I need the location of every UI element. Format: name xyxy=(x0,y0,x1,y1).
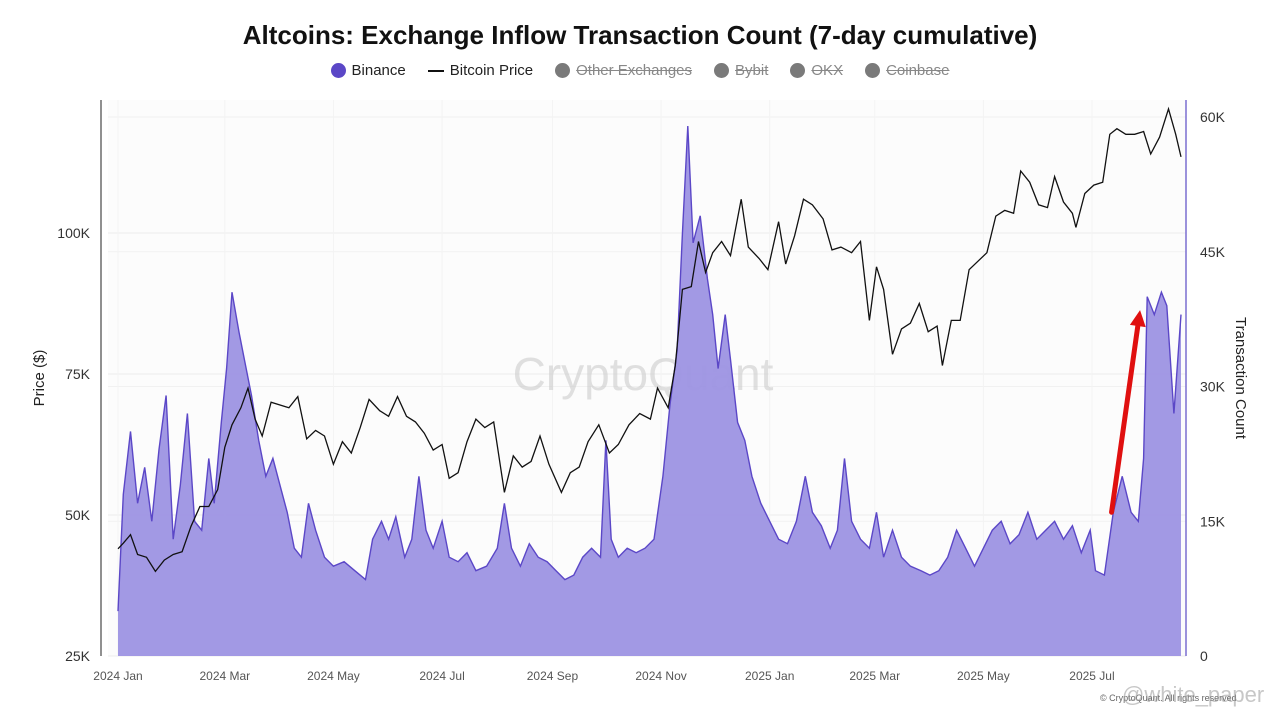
x-tick-label: 2025 Mar xyxy=(849,669,900,683)
series-binance-outline xyxy=(117,125,1182,612)
legend-swatch-binance xyxy=(330,63,346,78)
x-tick-label: 2024 Mar xyxy=(199,669,250,683)
axes: 25K 50K 75K 100K 0 15K 30K 45K 60K 2024 Jan 2024 M… xyxy=(57,109,1225,683)
x-tick-label: 2024 May xyxy=(307,669,360,683)
legend-item-bybit[interactable]: Bybit xyxy=(714,62,768,79)
legend-item-binance[interactable]: Binance xyxy=(330,62,406,79)
series-bitcoin-price-line xyxy=(117,106,1182,573)
legend-label-bybit: Bybit xyxy=(735,62,769,79)
red-arrow-head xyxy=(1129,310,1146,328)
chart-title: Altcoins: Exchange Inflow Transaction Co… xyxy=(242,20,1038,50)
x-tick-label: 2025 Jul xyxy=(1069,669,1114,683)
right-tick-label: 15K xyxy=(1200,513,1226,529)
legend-item-okx[interactable]: OKX xyxy=(790,62,843,79)
left-tick-label: 50K xyxy=(65,507,91,523)
legend-label-coinbase: Coinbase xyxy=(886,62,950,79)
legend-swatch-okx xyxy=(790,63,806,78)
right-tick-label: 30K xyxy=(1200,379,1226,395)
legend-label-other-exchanges: Other Exchanges xyxy=(576,62,693,79)
legend-label-bitcoin-price: Bitcoin Price xyxy=(449,62,534,79)
right-axis-title: Transaction Count xyxy=(1232,317,1249,440)
x-tick-label: 2024 Jul xyxy=(419,669,464,683)
copyright-credit: © CryptoQuant. All rights reserved xyxy=(1100,693,1237,703)
right-tick-label: 0 xyxy=(1200,648,1208,664)
left-tick-label: 25K xyxy=(65,648,91,664)
legend-item-bitcoin-price[interactable]: Bitcoin Price xyxy=(427,62,534,79)
x-tick-label: 2025 May xyxy=(957,669,1010,683)
left-tick-label: 75K xyxy=(65,366,91,382)
legend: Binance Bitcoin Price Other Exchanges By… xyxy=(0,62,1280,79)
legend-swatch-bitcoin-price xyxy=(427,69,444,72)
left-axis-title: Price ($) xyxy=(31,350,48,407)
right-tick-label: 60K xyxy=(1200,109,1226,125)
left-tick-label: 100K xyxy=(57,225,90,241)
legend-item-coinbase[interactable]: Coinbase xyxy=(865,62,949,79)
x-tick-label: 2024 Sep xyxy=(527,669,579,683)
series-binance-area xyxy=(118,126,1181,656)
x-tick-label: 2024 Nov xyxy=(635,669,686,683)
series-layer xyxy=(117,106,1182,656)
author-handle: @white_paper xyxy=(1122,682,1264,707)
red-arrow-shaft xyxy=(1109,323,1141,515)
legend-label-binance: Binance xyxy=(351,62,406,79)
legend-item-other-exchanges[interactable]: Other Exchanges xyxy=(555,62,692,79)
annotations xyxy=(1109,310,1146,515)
legend-swatch-other-exchanges xyxy=(555,63,571,78)
legend-swatch-bybit xyxy=(714,63,730,78)
legend-label-okx: OKX xyxy=(811,62,844,79)
legend-swatch-coinbase xyxy=(865,63,881,78)
x-tick-label: 2024 Jan xyxy=(93,669,142,683)
x-tick-label: 2025 Jan xyxy=(745,669,794,683)
right-tick-label: 45K xyxy=(1200,244,1226,260)
